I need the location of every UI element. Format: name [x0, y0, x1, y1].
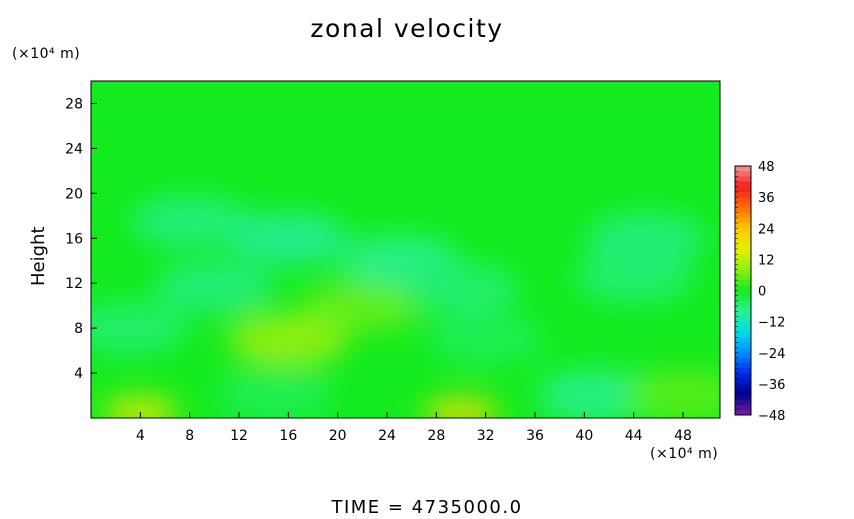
field-feature — [423, 397, 499, 418]
colorbar-segment — [735, 249, 751, 255]
colorbar-segment — [735, 332, 751, 338]
x-axis-unit: (×10⁴ m) — [650, 446, 719, 462]
colorbar-segment — [735, 347, 751, 354]
plot-frame — [90, 80, 721, 419]
colorbar-segment — [735, 409, 751, 416]
colorbar-segment — [735, 212, 751, 219]
colorbar-segment — [735, 228, 751, 234]
colorbar-segment — [735, 383, 751, 390]
x-tick-label: 48 — [674, 428, 692, 444]
colorbar-segment — [735, 171, 751, 177]
x-tick-label: 4 — [136, 428, 145, 444]
x-tick-label: 20 — [329, 428, 347, 444]
field-feature — [302, 279, 423, 332]
x-tick-label: 24 — [378, 428, 396, 444]
x-tick-label: 36 — [526, 428, 544, 444]
colorbar-segment — [735, 243, 751, 250]
colorbar-label: −24 — [758, 347, 785, 362]
colorbar-label: 0 — [758, 285, 766, 300]
colorbar-segment — [735, 186, 751, 193]
colorbar-segment — [735, 269, 751, 276]
colorbar-segment — [735, 373, 751, 380]
y-tick-label: 12 — [65, 276, 83, 292]
x-tick-label: 32 — [477, 428, 495, 444]
colorbar-segment — [735, 238, 751, 245]
colorbar-label: −36 — [758, 378, 785, 393]
colorbar-segment — [735, 217, 751, 224]
colorbar-segment — [735, 404, 751, 411]
colorbar-segment — [735, 337, 751, 343]
colorbar-segment — [735, 254, 751, 260]
colorbar-label: 48 — [758, 160, 775, 175]
colorbar-segment — [735, 363, 751, 369]
y-tick-label: 20 — [65, 186, 83, 202]
colorbar-segment — [735, 280, 751, 286]
chart-title: zonal velocity — [310, 14, 504, 43]
x-tick-label: 8 — [185, 428, 194, 444]
y-tick-label: 28 — [65, 96, 83, 112]
field-feature — [228, 212, 349, 265]
colorbar-segment — [735, 290, 751, 297]
y-tick-label: 24 — [65, 141, 83, 157]
colorbar-segment — [735, 233, 751, 240]
colorbar-segment — [735, 181, 751, 188]
x-tick-label: 12 — [230, 428, 248, 444]
colorbar-segment — [735, 352, 751, 359]
colorbar-segment — [735, 394, 751, 400]
colorbar-segment — [735, 202, 751, 208]
y-tick-label: 16 — [65, 231, 83, 247]
colorbar-segment — [735, 176, 751, 183]
y-tick-label: 4 — [74, 366, 83, 382]
colorbar-segment — [735, 306, 751, 312]
colorbar-segment — [735, 342, 751, 349]
colorbar-label: −12 — [758, 316, 785, 331]
colorbar-label: 24 — [758, 222, 775, 237]
colorbar-label: 36 — [758, 191, 775, 206]
time-label: TIME = 4735000.0 — [331, 497, 523, 518]
field-feature — [129, 195, 250, 248]
field-feature — [154, 260, 275, 313]
field-feature — [425, 313, 546, 366]
colorbar-segment — [735, 223, 751, 229]
colorbar-segment — [735, 378, 751, 385]
field-feature — [216, 369, 336, 418]
colorbar-segment — [735, 326, 751, 333]
x-tick-label: 40 — [575, 428, 593, 444]
colorbar-segment — [735, 295, 751, 302]
colorbar-segment — [735, 300, 751, 307]
colorbar-segment — [735, 368, 751, 374]
colorbar-segment — [735, 321, 751, 328]
colorbar: 48 36 24 12 0 −12 −24 −36 −48 — [734, 160, 785, 424]
plot-area — [91, 81, 720, 418]
colorbar-segment — [735, 166, 751, 172]
field-feature — [623, 369, 720, 418]
x-tick-label: 16 — [279, 428, 297, 444]
colorbar-label: −48 — [758, 409, 785, 424]
colorbar-segment — [735, 197, 751, 203]
field-feature — [586, 212, 706, 265]
field-feature — [228, 313, 349, 366]
field-feature — [102, 396, 179, 418]
y-axis-unit: (×10⁴ m) — [12, 46, 81, 62]
field-feature — [91, 302, 188, 355]
colorbar-segment — [735, 357, 751, 364]
colorbar-segment — [735, 259, 751, 266]
colorbar-label: 12 — [758, 253, 775, 268]
colorbar-segment — [735, 264, 751, 271]
x-tick-label: 28 — [427, 428, 445, 444]
colorbar-segment — [735, 285, 751, 291]
colorbar-segment — [735, 316, 751, 323]
colorbar-segment — [735, 311, 751, 317]
field-feature — [536, 369, 657, 418]
colorbar-segment — [735, 191, 751, 198]
colorbar-segment — [735, 399, 751, 406]
colorbar-segment — [735, 389, 751, 395]
x-tick-label: 44 — [625, 428, 643, 444]
colorbar-segment — [735, 274, 751, 281]
field-feature — [573, 251, 694, 304]
colorbar-segment — [735, 207, 751, 214]
field-feature — [401, 262, 521, 315]
y-tick-label: 8 — [74, 321, 83, 337]
